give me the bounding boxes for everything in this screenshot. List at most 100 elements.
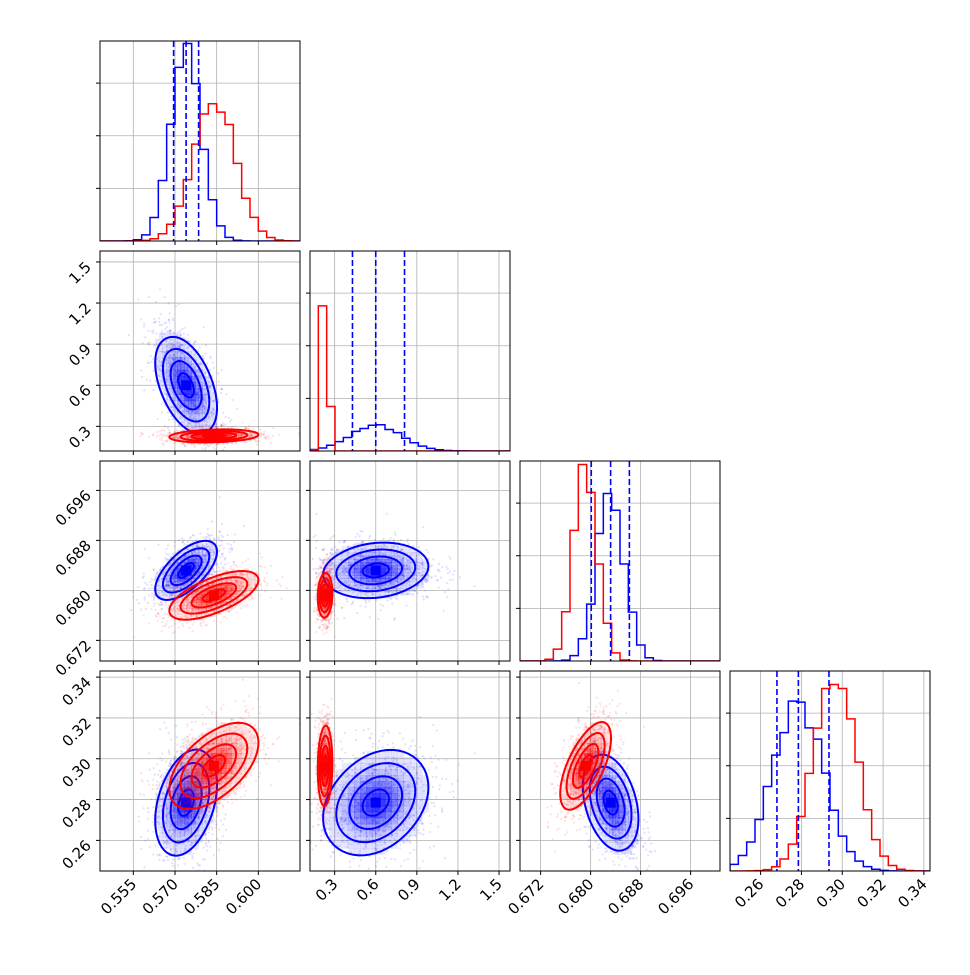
scatter-point <box>146 379 148 381</box>
scatter-point <box>240 607 242 609</box>
scatter-point <box>157 544 159 546</box>
scatter-point <box>211 534 213 536</box>
scatter-point <box>147 602 149 604</box>
scatter-point <box>278 434 280 436</box>
scatter-point <box>181 537 183 539</box>
scatter-point <box>405 604 407 606</box>
scatter-point <box>161 621 163 623</box>
scatter-point <box>175 305 177 307</box>
scatter-point <box>252 597 254 599</box>
scatter-point <box>220 456 222 458</box>
scatter-point <box>143 598 145 600</box>
scatter-point <box>233 458 235 460</box>
scatter-point <box>153 599 155 601</box>
density-cell <box>187 608 192 611</box>
scatter-point <box>218 381 220 383</box>
scatter-point <box>148 436 150 438</box>
density-cell <box>210 395 214 402</box>
scatter-point <box>160 433 162 435</box>
scatter-point <box>333 535 335 537</box>
scatter-point <box>183 543 185 545</box>
density-cell <box>172 608 177 611</box>
density-cell <box>182 605 187 608</box>
density-cell <box>184 345 188 352</box>
scatter-point <box>199 532 201 534</box>
panel-2-0 <box>100 461 300 661</box>
scatter-point <box>154 592 156 594</box>
scatter-point <box>186 582 188 584</box>
scatter-point <box>247 558 249 560</box>
scatter-point <box>222 536 224 538</box>
scatter-point <box>220 621 222 623</box>
scatter-point <box>219 461 221 463</box>
density-cell <box>159 588 163 592</box>
scatter-point <box>191 623 193 625</box>
scatter-point <box>234 425 236 427</box>
scatter-point <box>186 426 188 428</box>
scatter-point <box>180 329 182 331</box>
scatter-point <box>211 425 213 427</box>
scatter-point <box>243 525 245 527</box>
scatter-point <box>313 536 315 538</box>
scatter-point <box>143 572 145 574</box>
scatter-point <box>167 553 169 555</box>
density-cell <box>202 401 206 408</box>
scatter-point <box>155 573 157 575</box>
scatter-point <box>152 434 154 436</box>
scatter-point <box>227 562 229 564</box>
scatter-point <box>220 425 222 427</box>
scatter-point <box>193 620 195 622</box>
scatter-point <box>146 584 148 586</box>
density-cell <box>202 407 206 414</box>
scatter-point <box>218 545 220 547</box>
scatter-point <box>219 556 221 558</box>
scatter-point <box>152 332 154 334</box>
scatter-point <box>229 420 231 422</box>
scatter-point <box>233 541 235 543</box>
scatter-point <box>222 412 224 414</box>
scatter-point <box>192 456 194 458</box>
scatter-point <box>307 571 309 573</box>
scatter-point <box>250 569 252 571</box>
scatter-point <box>151 361 153 363</box>
density-cell <box>246 574 251 577</box>
density-cell <box>177 614 182 617</box>
panel-1-0 <box>100 251 301 468</box>
density-cell <box>177 611 182 614</box>
density-cell <box>236 583 241 586</box>
density-cell <box>170 585 174 589</box>
scatter-point <box>163 322 165 324</box>
scatter-point <box>266 585 268 587</box>
scatter-point <box>231 426 233 428</box>
scatter-point <box>270 442 272 444</box>
scatter-point <box>190 580 192 582</box>
scatter-point <box>230 544 232 546</box>
scatter-point <box>143 575 145 577</box>
scatter-point <box>220 562 222 564</box>
density-cell <box>202 556 206 560</box>
scatter-point <box>217 566 219 568</box>
scatter-point <box>215 426 217 428</box>
density-cell <box>162 595 166 599</box>
density-cell <box>241 574 246 577</box>
density-cell <box>192 559 196 563</box>
density-cell <box>170 351 174 358</box>
scatter-point <box>153 594 155 596</box>
scatter-point <box>165 553 167 555</box>
scatter-point <box>145 608 147 610</box>
scatter-point <box>176 589 178 591</box>
density-cell <box>210 388 214 395</box>
scatter-point <box>208 445 210 447</box>
scatter-point <box>179 620 181 622</box>
density-cell <box>246 577 251 580</box>
scatter-point <box>178 424 180 426</box>
scatter-point <box>380 609 382 611</box>
scatter-point <box>171 625 173 627</box>
scatter-point <box>256 444 258 446</box>
scatter-point <box>242 421 244 423</box>
scatter-point <box>230 419 232 421</box>
scatter-point <box>223 567 225 569</box>
density-cell <box>251 583 256 586</box>
scatter-point <box>446 582 448 584</box>
scatter-point <box>180 587 182 589</box>
